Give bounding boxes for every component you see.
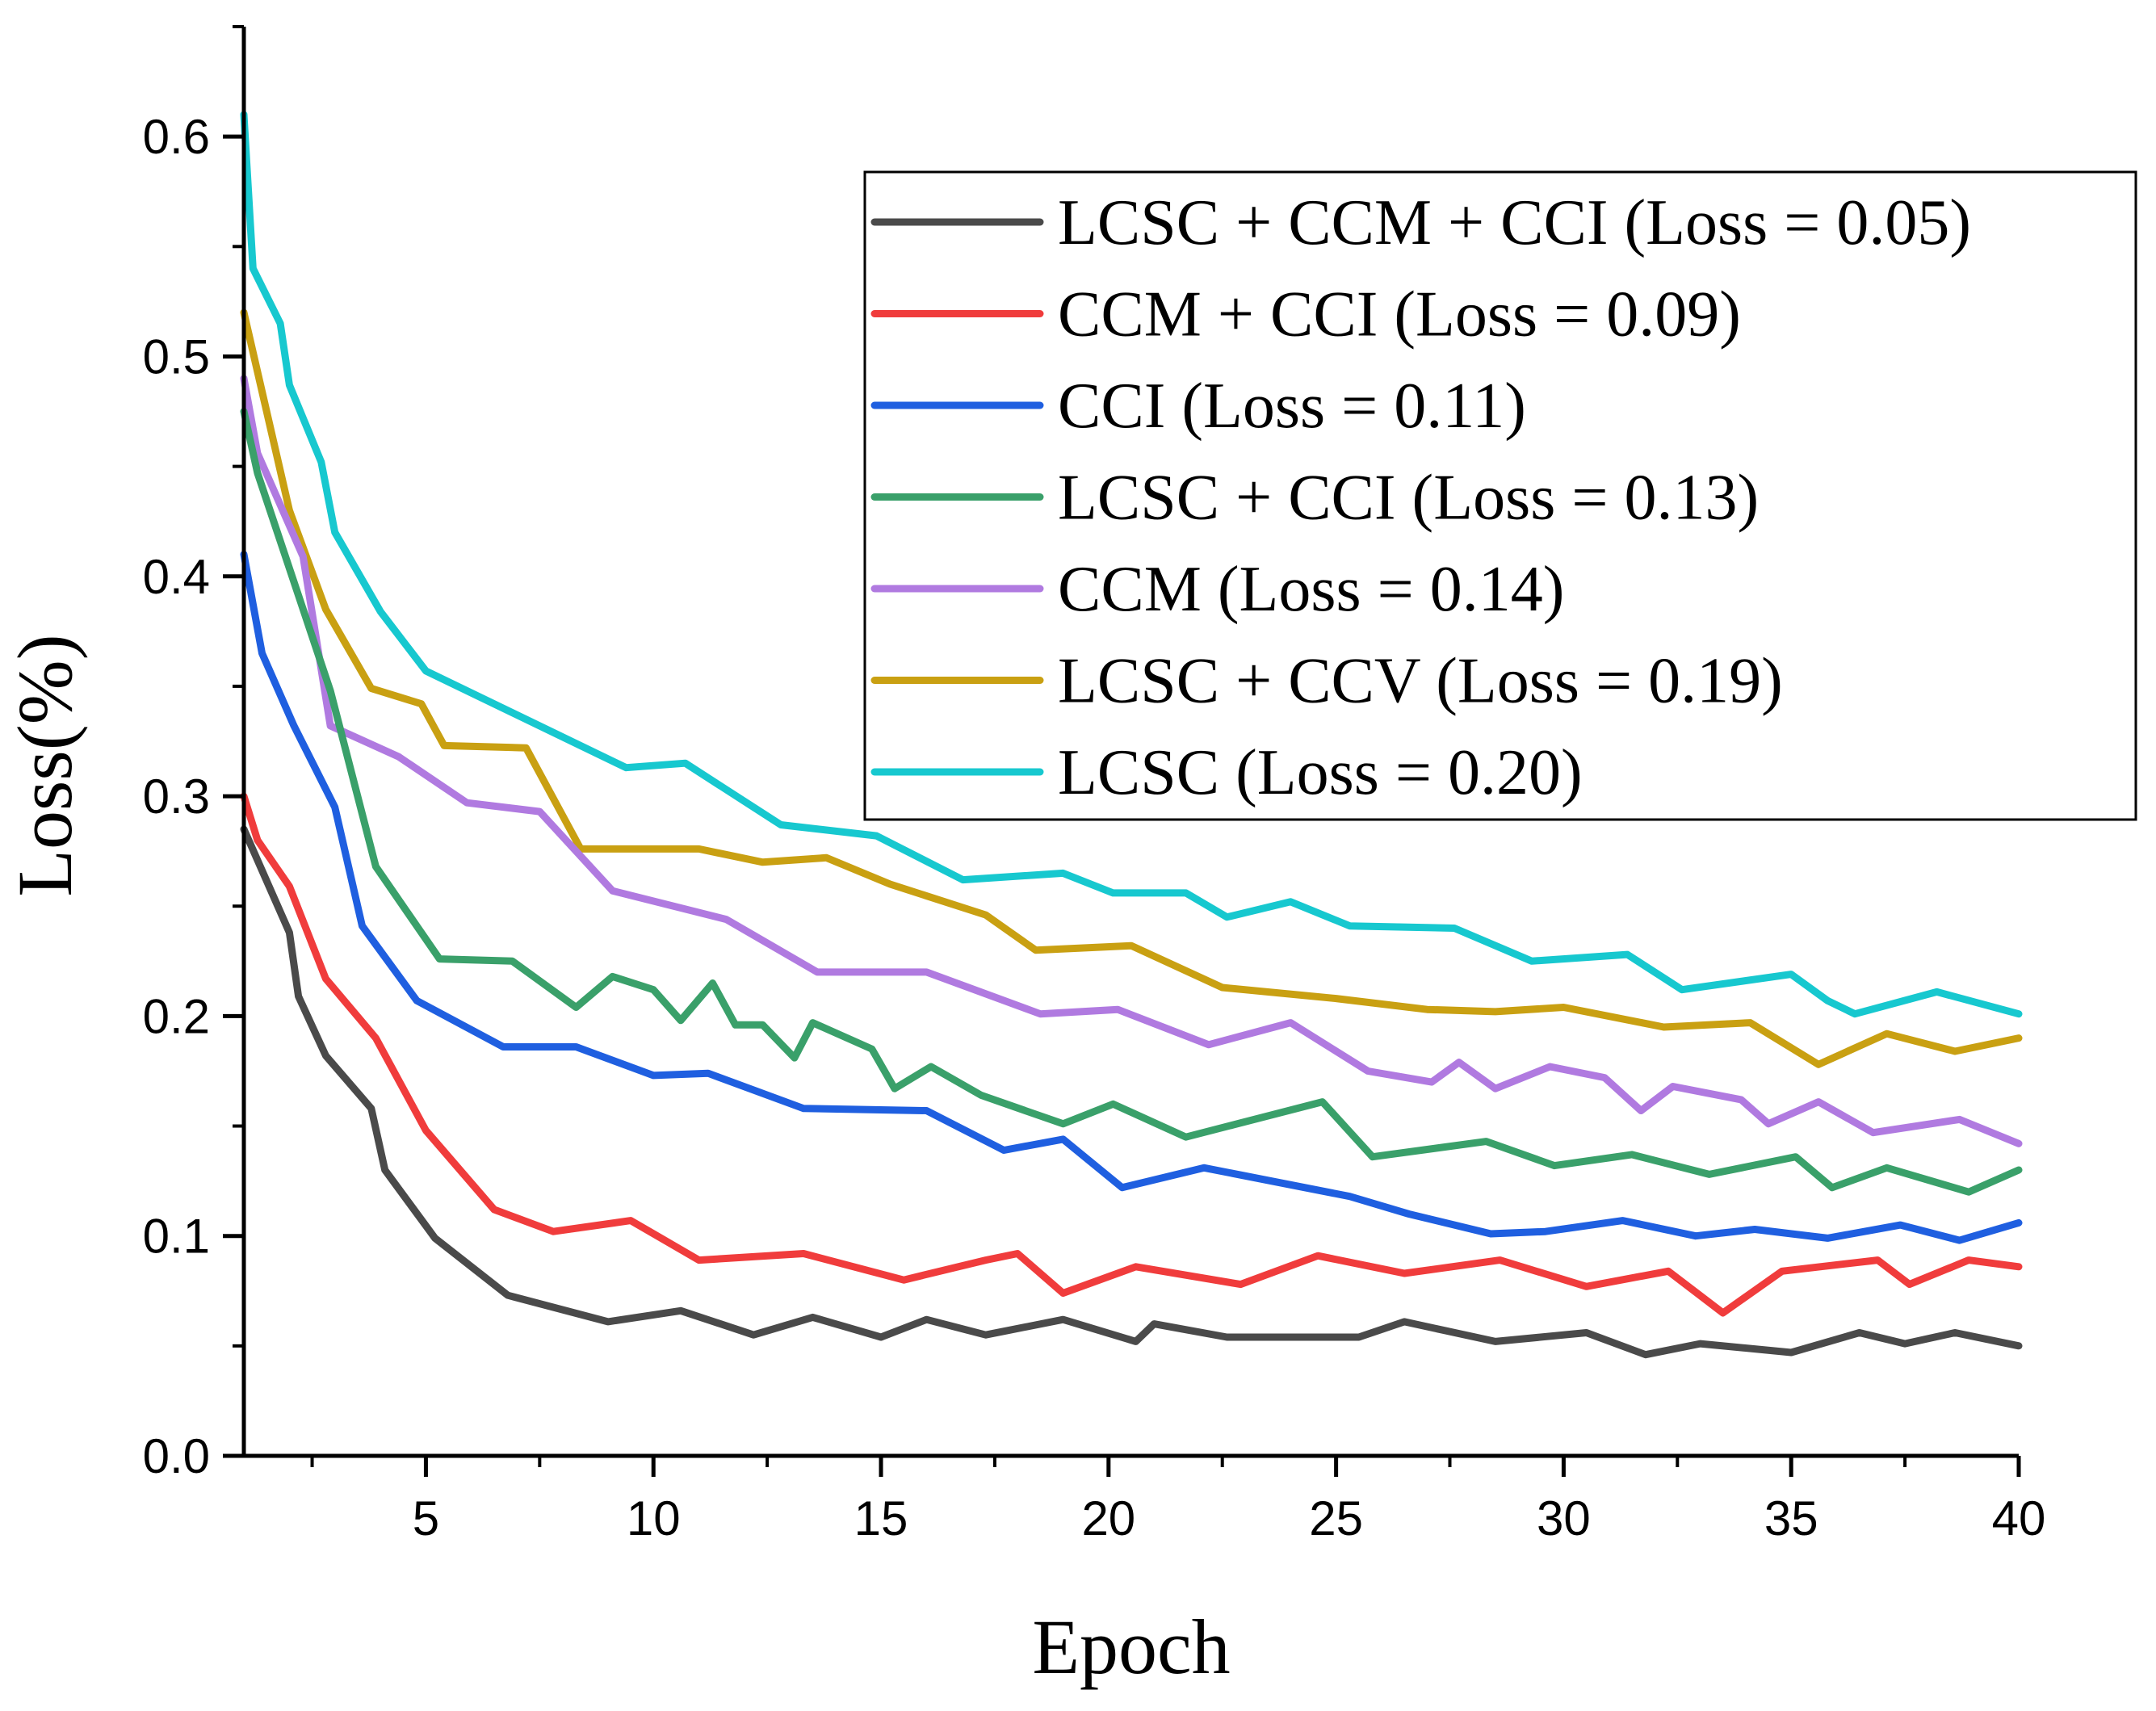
- legend-label-7: LCSC (Loss = 0.20): [1058, 737, 1583, 808]
- y-tick-label-0: 0.0: [143, 1429, 210, 1483]
- legend-label-5: CCM (Loss = 0.14): [1058, 554, 1564, 625]
- legend-label-1: LCSC + CCM + CCI (Loss = 0.05): [1058, 187, 1971, 258]
- legend-label-6: LCSC + CCV (Loss = 0.19): [1058, 646, 1783, 717]
- legend-entries: LCSC + CCM + CCI (Loss = 0.05) CCM + CCI …: [870, 187, 1971, 808]
- series-layer: [240, 111, 2023, 1359]
- series-line-4: [240, 408, 2023, 1196]
- legend-label-3: CCI (Loss = 0.11): [1058, 371, 1526, 442]
- y-tick-label-6: 0.6: [143, 110, 210, 164]
- x-tick-label-35: 35: [1764, 1491, 1818, 1545]
- y-tick-label-3: 0.3: [143, 770, 210, 824]
- series-line-5: [240, 375, 2023, 1147]
- y-tick-label-5: 0.5: [143, 329, 210, 384]
- x-axis-title: Epoch: [1032, 1604, 1230, 1690]
- series-line-7: [240, 111, 2023, 1018]
- y-ticks: 0.0 0.1 0.2 0.3 0.4 0.5 0.6: [143, 25, 244, 1483]
- x-tick-label-15: 15: [854, 1491, 908, 1545]
- legend-label-2: CCM + CCI (Loss = 0.09): [1058, 279, 1741, 350]
- series-line-2: [240, 792, 2023, 1317]
- legend-box: [863, 170, 2137, 821]
- x-tick-label-5: 5: [413, 1491, 439, 1545]
- x-tick-label-10: 10: [627, 1491, 681, 1545]
- x-tick-label-25: 25: [1309, 1491, 1363, 1545]
- legend: LCSC + CCM + CCI (Loss = 0.05) CCM + CCI …: [863, 170, 2137, 821]
- x-ticks: 5 10 15 20 25 30 35 40: [310, 1456, 2046, 1545]
- series-line-3: [240, 551, 2023, 1244]
- legend-label-4: LCSC + CCI (Loss = 0.13): [1058, 463, 1759, 534]
- x-tick-label-40: 40: [1992, 1491, 2046, 1545]
- y-axis-title: Loss(%): [2, 634, 88, 896]
- y-tick-label-2: 0.2: [143, 989, 210, 1043]
- x-tick-label-20: 20: [1081, 1491, 1135, 1545]
- series-line-1: [240, 825, 2023, 1359]
- series-line-6: [240, 308, 2023, 1068]
- y-tick-label-1: 0.1: [143, 1210, 210, 1264]
- x-tick-label-30: 30: [1537, 1491, 1591, 1545]
- y-tick-label-4: 0.4: [143, 550, 210, 604]
